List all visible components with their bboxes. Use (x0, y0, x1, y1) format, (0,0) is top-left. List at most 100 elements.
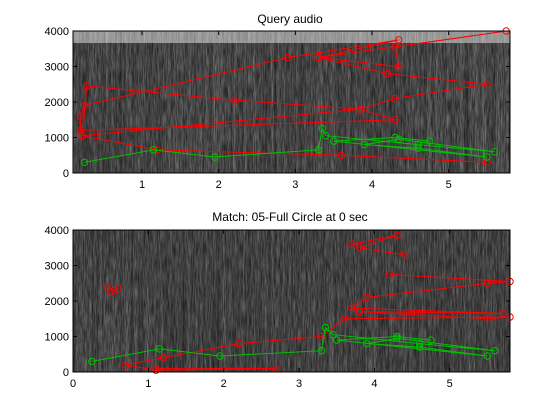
match-series-1-point-1 (393, 231, 401, 240)
match-series-3-point-4 (321, 323, 330, 332)
query-series-1-point-12 (330, 137, 338, 145)
query-ytick-label: 1000 (45, 133, 69, 145)
match-series-3-point-2 (216, 352, 224, 360)
query-series-0-point-16 (483, 80, 491, 89)
query-series-0-point-17 (391, 94, 399, 103)
match-series-3-line (91, 326, 495, 362)
match-series-3-point-9 (363, 339, 371, 348)
match-series-2-point-13 (122, 361, 130, 369)
match-series-3-point-0 (88, 357, 96, 366)
match-series-2-point-11 (235, 339, 243, 348)
match-xtick-label: 1 (145, 378, 151, 390)
match-series-2-point-10 (317, 332, 326, 341)
match-plot-layer (88, 231, 514, 374)
query-series-0-point-22 (483, 158, 491, 167)
query-series-1-point-4 (318, 124, 326, 133)
match-ytick-label: 3000 (45, 261, 69, 273)
match-series-3-point-7 (491, 347, 499, 355)
match-series-1-point-0 (348, 240, 356, 248)
query-series-1-point-9 (360, 140, 368, 149)
query-series-0-point-4 (391, 116, 399, 124)
query-series-0-point-18 (356, 105, 365, 113)
query-series-0-point-15 (383, 69, 391, 78)
match-series-3-point-12 (333, 336, 341, 344)
match-xtick-label: 5 (447, 378, 453, 390)
match-xtick-label: 4 (371, 378, 377, 390)
query-series-1-point-13 (391, 133, 399, 142)
query-series-0-point-5 (77, 126, 85, 135)
query-series-1-point-11 (483, 153, 491, 161)
match-series-2-point-9 (340, 315, 348, 323)
query-xtick-label: 1 (139, 179, 145, 191)
query-series-0-point-8 (284, 53, 292, 62)
match-series-0-point-0 (103, 283, 111, 291)
query-series-0-point-12 (391, 43, 399, 51)
query-series-0-point-1 (83, 82, 91, 90)
query-xtick-label: 5 (446, 179, 452, 191)
query-xtick-label: 3 (292, 179, 298, 191)
query-series-0-point-2 (230, 96, 238, 104)
query-series-1-point-2 (211, 153, 219, 161)
match-series-1-point-3 (400, 251, 409, 259)
query-ytick-label: 0 (63, 168, 69, 180)
query-series-1-point-0 (80, 158, 89, 167)
match-spectrogram (73, 230, 510, 372)
query-xtick-label: 4 (369, 179, 375, 191)
match-series-2-point-0 (385, 270, 394, 279)
match-series-1-line (351, 234, 405, 256)
query-series-0-point-7 (80, 101, 89, 110)
match-series-3-point-14 (427, 336, 435, 344)
query-series-0-point-9 (395, 36, 403, 44)
match-series-3-point-5 (329, 331, 337, 339)
match-xtick-label: 0 (70, 378, 76, 390)
query-series-0-line (80, 30, 507, 163)
query-ytick-label: 2000 (45, 97, 69, 109)
query-series-1-point-14 (425, 137, 434, 145)
match-series-2-point-4 (348, 304, 356, 312)
query-series-1-line (84, 127, 495, 163)
query-ticks: 1 2 3 4 5 0 1000 2000 3000 4000 (45, 26, 510, 191)
match-axes: Match: 05-Full Circle at 0 sec 0 1 2 3 4 5 0 10… (45, 210, 514, 390)
match-series-0-point-3 (107, 288, 115, 296)
query-xtick-label: 2 (216, 179, 222, 191)
match-ytick-label: 4000 (45, 225, 69, 237)
match-series-1-point-2 (355, 244, 363, 252)
match-series-3-point-3 (317, 347, 326, 355)
query-title: Query audio (257, 12, 323, 26)
match-xtick-label: 2 (221, 378, 227, 390)
query-series-1-point-5 (322, 132, 330, 140)
match-series-2-point-6 (355, 307, 363, 316)
query-ytick-label: 4000 (45, 26, 69, 38)
query-ytick-label: 3000 (45, 62, 69, 74)
match-series-2-point-5 (498, 309, 507, 318)
query-series-1-point-7 (491, 148, 499, 156)
query-series-1-point-6 (414, 140, 422, 149)
query-series-0-point-11 (395, 62, 403, 71)
match-series-3-point-11 (483, 352, 492, 360)
query-series-0-point-6 (77, 112, 85, 120)
query-series-1-point-10 (414, 144, 422, 152)
match-series-2-point-12 (159, 354, 168, 362)
query-series-1-point-3 (314, 146, 322, 154)
match-series-3-point-1 (155, 345, 164, 353)
match-series-3-point-6 (415, 339, 424, 348)
match-ticks: 0 1 2 3 4 5 0 1000 2000 3000 4000 (45, 225, 510, 390)
match-series-0-point-2 (114, 284, 122, 293)
match-series-0-point-1 (110, 286, 119, 295)
match-ytick-label: 1000 (45, 332, 69, 344)
query-series-0-point-14 (314, 53, 322, 62)
match-series-3-point-13 (393, 332, 401, 341)
query-series-0-point-19 (78, 132, 86, 140)
query-series-1-point-1 (149, 146, 158, 154)
query-axes: Query audio 1 2 3 4 5 0 1000 2000 3000 4000 (45, 12, 511, 191)
query-series-0-point-21 (337, 151, 345, 160)
match-ytick-label: 0 (63, 367, 69, 379)
match-series-2-point-3 (363, 293, 371, 302)
match-series-3-point-10 (415, 343, 424, 351)
match-title: Match: 05-Full Circle at 0 sec (212, 210, 367, 224)
query-plot-layer (77, 27, 510, 167)
match-ytick-label: 2000 (45, 296, 69, 308)
match-xtick-label: 3 (296, 378, 302, 390)
match-series-2-point-2 (483, 279, 492, 287)
